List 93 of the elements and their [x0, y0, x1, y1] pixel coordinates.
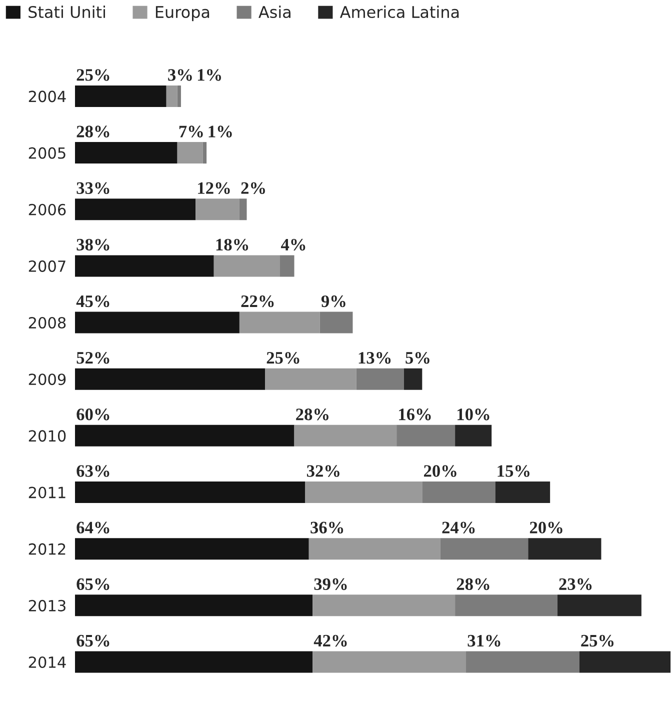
y-tick-label: 2010 — [28, 430, 66, 442]
data-label: 1% — [198, 69, 221, 81]
data-label: 33% — [76, 182, 110, 194]
bar — [166, 85, 178, 107]
bar — [579, 651, 671, 673]
bar — [557, 594, 642, 616]
data-label: 64% — [76, 522, 110, 534]
data-label: 13% — [358, 352, 391, 364]
bar — [440, 538, 528, 560]
bar — [75, 538, 309, 560]
bar — [75, 142, 178, 164]
data-label: 23% — [559, 578, 592, 590]
y-tick-label: 2009 — [28, 374, 66, 386]
bar — [202, 142, 207, 164]
bar — [466, 651, 580, 673]
y-tick-label: 2011 — [28, 486, 66, 498]
data-label: 25% — [581, 634, 614, 647]
data-label: 63% — [76, 465, 110, 477]
bar — [305, 482, 422, 504]
bar — [320, 312, 353, 334]
bar — [396, 424, 456, 446]
bar — [294, 424, 397, 446]
data-label: 18% — [216, 238, 248, 251]
y-tick-label: 2006 — [28, 204, 66, 216]
data-label: 9% — [321, 295, 346, 308]
data-label: 5% — [406, 352, 430, 364]
data-label: 4% — [280, 238, 306, 251]
data-label: 60% — [76, 408, 110, 420]
bar — [75, 594, 313, 616]
y-tick-label: 2014 — [28, 656, 66, 668]
bar — [75, 85, 166, 107]
bar — [177, 85, 181, 107]
bar — [422, 482, 496, 504]
legend-label: Stati Uniti — [28, 6, 105, 18]
data-label: 65% — [76, 634, 110, 647]
data-label: 20% — [530, 522, 562, 534]
bar — [75, 255, 214, 277]
data-label: 32% — [306, 465, 340, 477]
bar — [404, 368, 422, 390]
bar — [312, 651, 466, 673]
legend-label: America Latina — [340, 6, 459, 18]
data-label: 52% — [76, 352, 110, 364]
bar — [75, 368, 266, 390]
data-label: 22% — [241, 295, 274, 308]
data-label: 42% — [314, 634, 347, 647]
bar — [196, 198, 240, 220]
data-label: 31% — [468, 634, 500, 647]
data-label: 15% — [498, 465, 530, 477]
bar — [308, 538, 440, 560]
data-label: 7% — [179, 126, 203, 138]
data-label: 38% — [76, 238, 110, 251]
bar — [312, 594, 456, 616]
data-label: 24% — [442, 522, 475, 534]
bar — [265, 368, 356, 390]
data-label: 16% — [399, 408, 431, 420]
bar — [356, 368, 404, 390]
data-label: 25% — [76, 69, 110, 81]
data-label: 28% — [76, 126, 110, 138]
bar — [75, 312, 240, 334]
bar — [280, 255, 294, 277]
bar — [75, 424, 294, 446]
bar — [455, 424, 492, 446]
bar — [495, 482, 550, 504]
data-label: 36% — [310, 522, 344, 534]
data-label: 39% — [314, 578, 347, 590]
bar — [528, 538, 602, 560]
data-label: 20% — [424, 465, 456, 477]
legend-label: Asia — [258, 6, 290, 18]
bar — [455, 594, 558, 616]
legend-label: Europa — [156, 6, 210, 22]
data-label: 65% — [76, 578, 110, 590]
data-label: 2% — [241, 182, 265, 194]
data-label: 45% — [76, 295, 110, 308]
bar — [75, 482, 306, 504]
bar — [239, 312, 320, 334]
data-label: 10% — [458, 408, 490, 420]
data-label: 12% — [198, 182, 230, 194]
y-tick-label: 2007 — [28, 260, 66, 272]
y-tick-label: 2013 — [28, 600, 66, 612]
data-label: 25% — [266, 352, 300, 364]
y-tick-label: 2004 — [28, 90, 66, 102]
bar — [239, 198, 247, 220]
y-tick-label: 2008 — [28, 316, 66, 329]
bar — [214, 255, 280, 277]
bar — [75, 198, 196, 220]
y-tick-label: 2005 — [28, 147, 66, 159]
bar — [177, 142, 203, 164]
bar — [75, 651, 313, 673]
data-label: 1% — [208, 126, 232, 138]
data-label: 28% — [296, 408, 328, 420]
y-tick-label: 2012 — [28, 543, 66, 555]
data-label: 3% — [168, 69, 192, 81]
data-label: 28% — [456, 578, 490, 590]
